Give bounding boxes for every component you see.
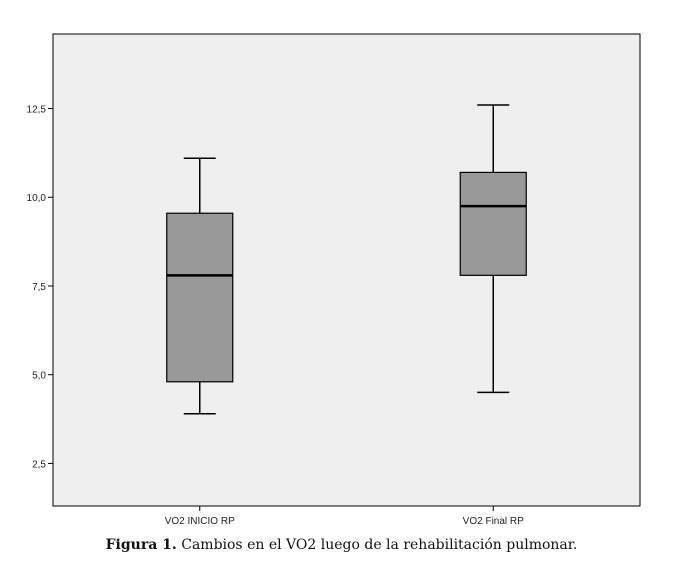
box-iqr xyxy=(166,212,234,383)
box-iqr xyxy=(459,171,527,276)
y-tick-label: 5,0 xyxy=(32,371,46,382)
plot-area xyxy=(52,33,641,507)
x-category-label: VO2 INICIO RP xyxy=(165,516,235,527)
y-tick-label: 7,5 xyxy=(32,282,46,293)
figure-caption: Figura 1. Cambios en el VO2 luego de la … xyxy=(0,537,683,553)
caption-text: Cambios en el VO2 luego de la rehabilita… xyxy=(176,537,578,553)
x-category-label: VO2 Final RP xyxy=(463,516,524,527)
y-tick-label: 2,5 xyxy=(32,459,46,470)
caption-label: Figura 1. xyxy=(105,537,177,553)
y-tick-label: 12,5 xyxy=(27,105,47,116)
y-tick-label: 10,0 xyxy=(27,193,47,204)
